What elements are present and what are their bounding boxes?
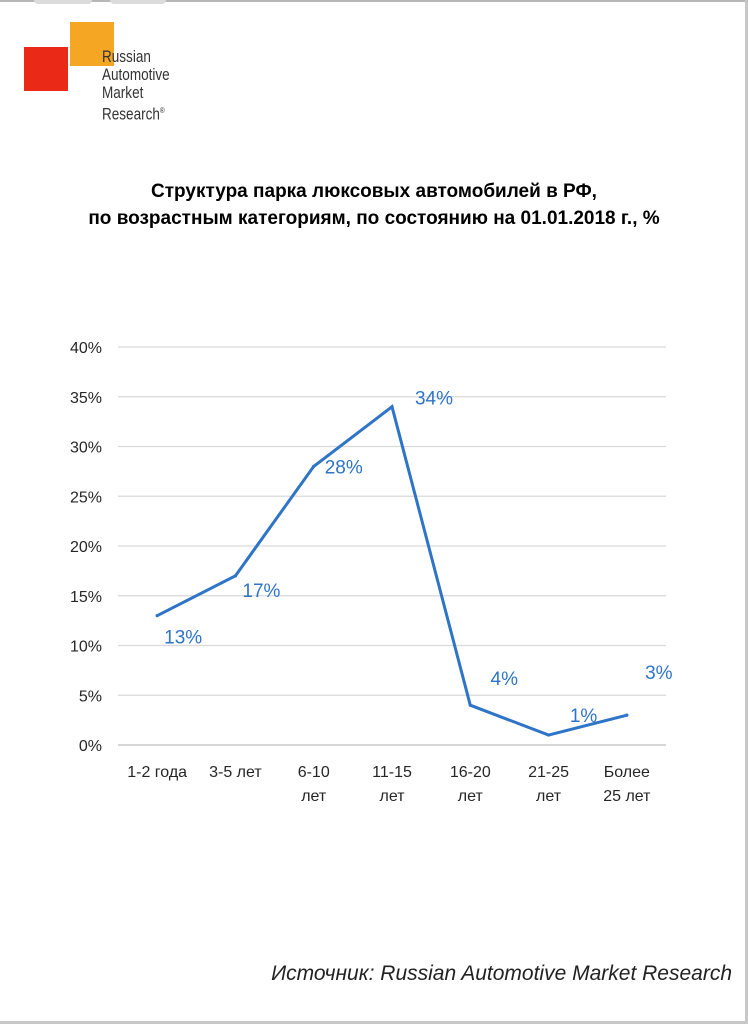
window-right-border xyxy=(745,0,748,1024)
x-tick-label: 1-2 года xyxy=(127,764,187,781)
x-tick-label-line: 6-10 xyxy=(298,764,330,781)
data-label: 13% xyxy=(164,628,202,649)
y-tick-label: 5% xyxy=(79,688,102,705)
y-tick-label: 30% xyxy=(70,440,102,457)
y-tick-label: 25% xyxy=(70,489,102,506)
company-logo: НАПИ Russian Automotive Market Research® xyxy=(22,22,222,142)
x-tick-label-line: 25 лет xyxy=(603,788,651,805)
data-label: 4% xyxy=(491,669,519,690)
data-point xyxy=(625,713,629,717)
x-tick-label-line: 11-15 xyxy=(372,764,412,781)
logo-line: Research® xyxy=(102,105,165,124)
y-tick-label: 0% xyxy=(79,738,102,755)
chart-title: Структура парка люксовых автомобилей в Р… xyxy=(0,178,748,232)
window-top-border xyxy=(0,0,748,2)
logo-line: Russian xyxy=(102,48,151,66)
x-tick-label: 3-5 лет xyxy=(209,764,262,781)
x-tick-label: 21-25 лет xyxy=(528,764,569,805)
data-point xyxy=(155,614,159,618)
y-axis-tick-labels: 0% 5% 10% 15% 20% 25% 30% 35% 40% xyxy=(70,340,102,755)
x-tick-label-line: Более xyxy=(604,764,650,781)
x-tick-label: Более 25 лет xyxy=(603,764,651,805)
gridlines xyxy=(118,346,666,746)
logo-small-mark: НАПИ xyxy=(40,33,65,42)
data-point xyxy=(546,733,551,737)
x-tick-label-line: лет xyxy=(379,788,405,805)
x-tick-label-line: 16-20 xyxy=(450,764,491,781)
data-point xyxy=(468,703,472,707)
source-note: Источник: Russian Automotive Market Rese… xyxy=(271,962,732,985)
series-line xyxy=(156,404,628,737)
logo-red-square xyxy=(24,47,68,91)
registered-mark: ® xyxy=(159,106,165,115)
window-bottom-border xyxy=(0,1021,748,1024)
chart-title-line: Структура парка люксовых автомобилей в Р… xyxy=(151,181,597,202)
data-label: 17% xyxy=(242,581,280,602)
y-tick-label: 20% xyxy=(70,539,102,556)
data-label: 1% xyxy=(570,706,598,727)
data-point xyxy=(312,464,316,468)
y-tick-label: 10% xyxy=(70,639,102,656)
data-point xyxy=(390,405,394,409)
top-tab-hint xyxy=(34,0,92,4)
x-tick-label: 11-15 лет xyxy=(372,764,412,805)
top-tab-hint xyxy=(110,0,166,4)
x-tick-label-line: лет xyxy=(536,788,562,805)
line-chart: 0% 5% 10% 15% 20% 25% 30% 35% 40% 1-2 года 3-5 ле… xyxy=(70,340,673,805)
x-tick-label-line: 1-2 года xyxy=(127,764,187,781)
series xyxy=(155,404,629,737)
chart-title-line: по возрастным категориям, по состоянию н… xyxy=(88,208,660,229)
logo-line: Market xyxy=(102,84,144,102)
data-label: 28% xyxy=(325,457,363,478)
logo-wordmark: Russian Automotive Market Research® xyxy=(102,48,170,124)
x-tick-label: 6-10 лет xyxy=(298,764,330,805)
data-labels: 13% 17% 28% 34% 4% 1% 3% xyxy=(164,389,673,727)
x-tick-label-line: 3-5 лет xyxy=(209,764,262,781)
x-tick-label-line: лет xyxy=(458,788,484,805)
data-label: 3% xyxy=(645,663,673,684)
x-tick-label-line: 21-25 xyxy=(528,764,569,781)
data-label: 34% xyxy=(415,389,453,410)
x-tick-label-line: лет xyxy=(301,788,327,805)
logo-line: Automotive xyxy=(102,66,170,84)
data-point xyxy=(233,574,238,578)
y-tick-label: 40% xyxy=(70,340,102,357)
y-tick-label: 15% xyxy=(70,589,102,606)
logo-orange-square xyxy=(70,22,114,66)
y-tick-label: 35% xyxy=(70,390,102,407)
x-tick-label: 16-20 лет xyxy=(450,764,491,805)
